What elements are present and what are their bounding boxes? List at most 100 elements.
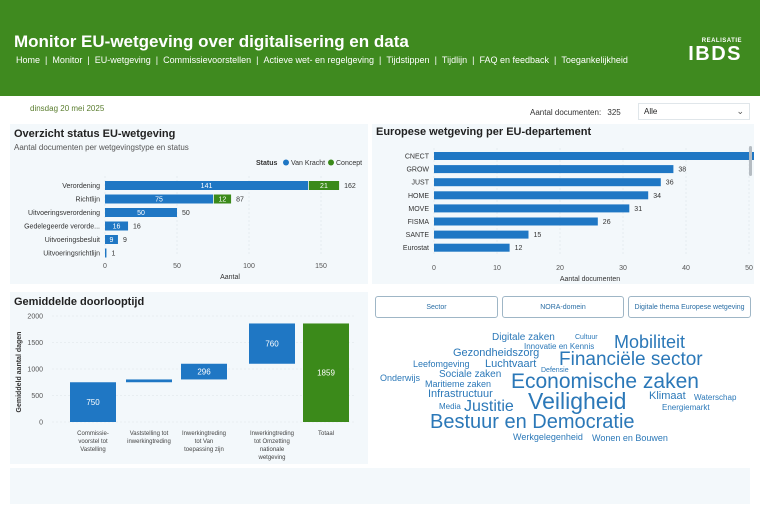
- category-label: FISMA: [408, 219, 430, 226]
- nav-item-home[interactable]: Home: [16, 55, 41, 65]
- word-infrastructuur[interactable]: Infrastructuur: [428, 388, 493, 400]
- chevron-down-icon: ⌄: [736, 106, 744, 116]
- y-tick-label: 0: [39, 420, 43, 427]
- bar-van-kracht: [105, 248, 107, 258]
- nav-separator: |: [472, 55, 475, 65]
- y-tick-label: 1000: [27, 367, 43, 374]
- x-axis-label: Aantal documenten: [560, 276, 620, 283]
- legend-marker-concept: [328, 159, 334, 166]
- category-label: Vastelling: [80, 447, 106, 453]
- category-label: wetgeving: [257, 455, 285, 461]
- report-date: dinsdag 20 mei 2025: [30, 104, 105, 113]
- word-bestuur-en-democratie[interactable]: Bestuur en Democratie: [430, 411, 635, 433]
- nora-domein-button[interactable]: NORA-domein: [502, 296, 624, 318]
- status-chart-subtitle: Aantal documenten per wetgevingstype en …: [14, 143, 189, 152]
- bar-dept: [434, 165, 674, 174]
- waterfall-value-label: 296: [197, 368, 211, 377]
- word-mobiliteit[interactable]: Mobiliteit: [614, 332, 686, 352]
- bar-dept: [434, 152, 754, 160]
- nav-item-commissievoorstellen[interactable]: Commissievoorstellen: [163, 55, 252, 65]
- category-label: nationale: [260, 447, 285, 453]
- waterfall-value-label: 1859: [317, 369, 335, 378]
- bar-total-label: 162: [344, 183, 356, 190]
- filter-dropdown[interactable]: Alle ⌄: [638, 103, 750, 120]
- word-media[interactable]: Media: [439, 402, 461, 411]
- nav-separator: |: [434, 55, 437, 65]
- x-tick-label: 100: [243, 263, 255, 270]
- x-tick-label: 0: [432, 265, 436, 272]
- nav-item-toegankelijkheid[interactable]: Toegankelijkheid: [561, 55, 628, 65]
- nav-item-faq-en-feedback[interactable]: FAQ en feedback: [479, 55, 549, 65]
- bar-value: 38: [678, 167, 686, 174]
- word-economische-zaken[interactable]: Economische zaken: [511, 370, 699, 393]
- waterfall-total-bar: [303, 323, 349, 422]
- waterfall-chart: Gemiddeld aantal dagen 0 500 1000 1500 2000 75…: [16, 314, 355, 461]
- x-tick-label: 10: [493, 265, 501, 272]
- word-defensie[interactable]: Defensie: [541, 367, 569, 374]
- category-label: tot Omzetting: [254, 439, 290, 445]
- bar-van-kracht: [105, 235, 118, 244]
- bar-value-van-kracht: 75: [155, 197, 163, 204]
- sector-button[interactable]: Sector: [375, 296, 498, 318]
- ibds-logo: REALISATIE IBDS: [682, 38, 742, 64]
- nav-item-actieve-wet-en-regelgeving[interactable]: Actieve wet- en regelgeving: [263, 55, 375, 65]
- digitale-thema-button[interactable]: Digitale thema Europese wetgeving: [628, 296, 751, 318]
- y-tick-label: 500: [31, 393, 43, 400]
- nav-separator: |: [256, 55, 259, 65]
- bar-dept: [434, 204, 630, 213]
- word-justitie[interactable]: Justitie: [464, 398, 514, 415]
- word-digitale-zaken[interactable]: Digitale zaken: [492, 332, 555, 343]
- category-label: Verordening: [62, 183, 100, 190]
- bar-total-label: 87: [236, 197, 244, 204]
- word-wonen-en-bouwen[interactable]: Wonen en Bouwen: [592, 433, 668, 443]
- word-werkgelegenheid[interactable]: Werkgelegenheid: [513, 432, 583, 442]
- word-financiele-sector[interactable]: Financiële sector: [559, 349, 703, 370]
- bar-dept: [434, 217, 598, 226]
- word-energiemarkt[interactable]: Energiemarkt: [662, 403, 710, 412]
- category-label: Inwerkingtreding: [250, 431, 294, 437]
- word-luchtvaart[interactable]: Luchtvaart: [485, 358, 537, 370]
- bar-value: 31: [634, 206, 642, 213]
- bar-value-concept: 21: [320, 183, 328, 190]
- category-label: Inwerkingtreding: [182, 431, 226, 437]
- nav-item-monitor[interactable]: Monitor: [52, 55, 83, 65]
- word-veiligheid[interactable]: Veiligheid: [528, 388, 627, 414]
- nav-item-tijdstippen[interactable]: Tijdstippen: [386, 55, 430, 65]
- nav-separator: |: [553, 55, 557, 65]
- bar-value: 36: [666, 180, 674, 187]
- category-label: Totaal: [318, 431, 334, 437]
- word-maritieme-zaken[interactable]: Maritieme zaken: [425, 379, 492, 389]
- bottom-panel: [10, 468, 750, 504]
- waterfall-value-label: 750: [86, 398, 100, 407]
- word-waterschap[interactable]: Waterschap: [694, 393, 737, 402]
- document-count-label: Aantal documenten:: [530, 108, 602, 117]
- document-count-value: 325: [607, 108, 621, 117]
- word-klimaat[interactable]: Klimaat: [649, 390, 686, 402]
- word-leefomgeving[interactable]: Leefomgeving: [413, 359, 470, 369]
- nav-separator: |: [45, 55, 48, 65]
- word-gezondheidszorg[interactable]: Gezondheidszorg: [453, 347, 540, 359]
- bar-value-van-kracht: 141: [201, 183, 213, 190]
- nav-separator: |: [379, 55, 382, 65]
- nav-item-tijdlijn[interactable]: Tijdlijn: [441, 55, 468, 65]
- word-innovatie-en-kennis[interactable]: Innovatie en Kennis: [524, 342, 595, 351]
- bar-value: 34: [653, 193, 661, 200]
- bar-value-van-kracht: 16: [113, 224, 121, 231]
- bar-concept: [308, 181, 340, 190]
- x-tick-label: 150: [315, 263, 327, 270]
- word-onderwijs[interactable]: Onderwijs: [380, 373, 421, 383]
- y-tick-label: 2000: [27, 314, 43, 321]
- word-sociale-zaken[interactable]: Sociale zaken: [439, 369, 502, 380]
- bar-van-kracht: [105, 221, 129, 231]
- x-tick-label: 50: [745, 265, 753, 272]
- y-axis-label: Gemiddeld aantal dagen: [16, 332, 23, 413]
- waterfall-step-bar: [70, 382, 116, 422]
- bar-concept: [213, 194, 232, 204]
- legend-label-van-kracht: Van Kracht: [291, 160, 325, 167]
- category-label: JUST: [412, 180, 430, 187]
- word-cultuur[interactable]: Cultuur: [575, 334, 598, 341]
- status-chart-panel: Overzicht status EU-wetgeving Aantal doc…: [10, 124, 368, 284]
- nav-item-eu-wetgeving[interactable]: EU-wetgeving: [94, 55, 151, 65]
